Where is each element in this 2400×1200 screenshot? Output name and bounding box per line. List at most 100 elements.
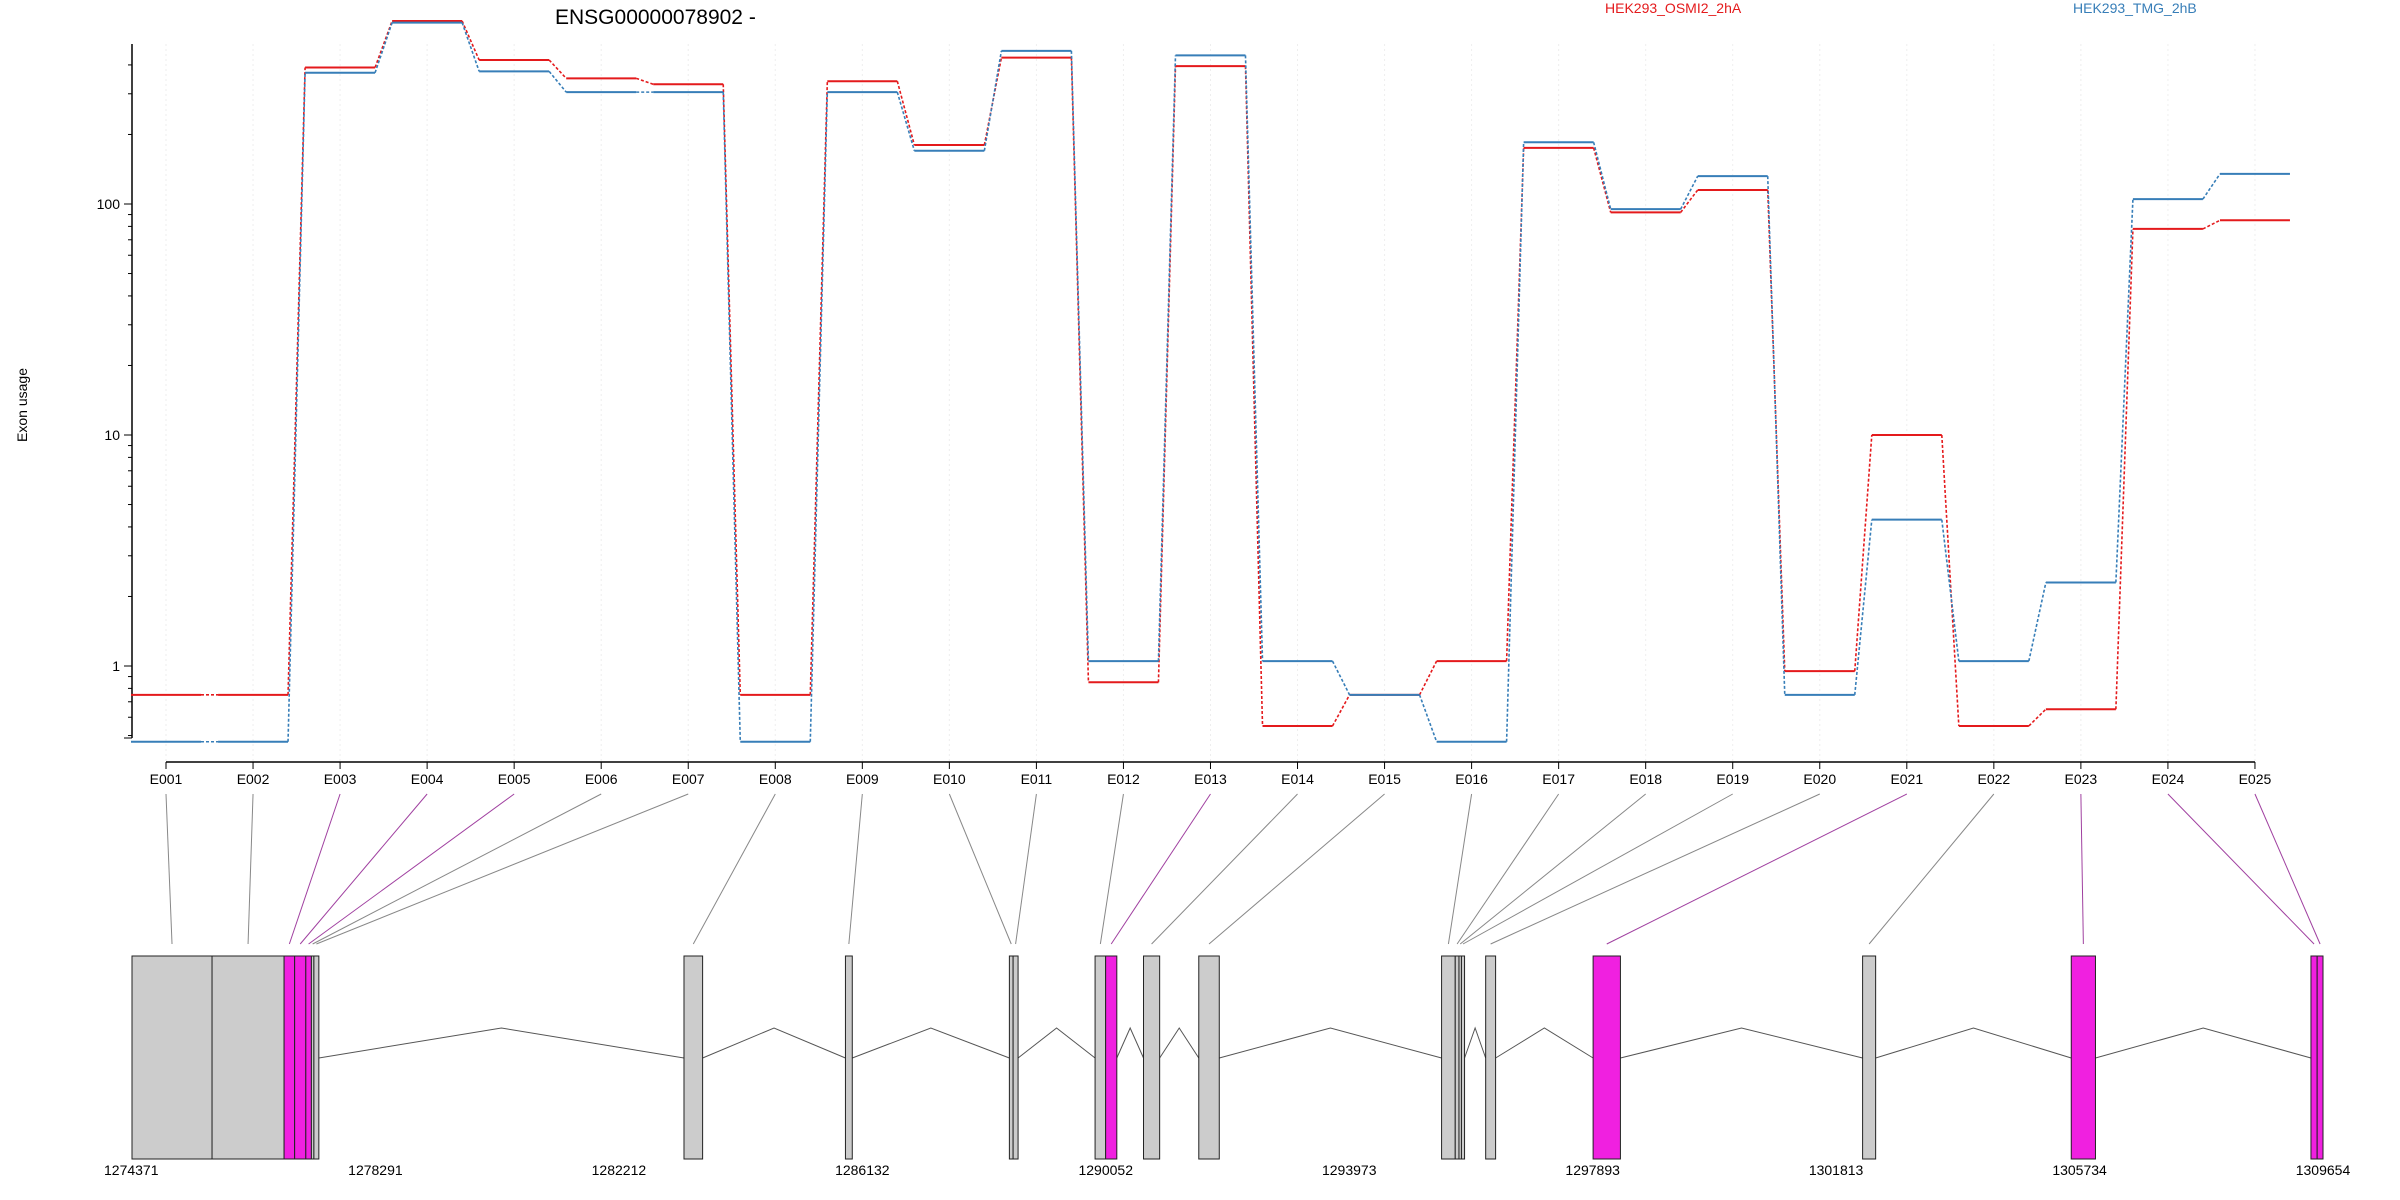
exon-box [1012, 955, 1019, 1160]
usage-connector [287, 72, 306, 742]
chart-title: ENSG00000078902 - [555, 6, 756, 29]
usage-connector [1331, 660, 1351, 696]
y-axis: 1 10 100 [97, 44, 133, 739]
exon-label: E001 [150, 771, 183, 787]
vertical-grid [165, 44, 2256, 762]
intron-line [1875, 1027, 2072, 1059]
legend-series-tmg: HEK293_TMG_2hB [2073, 0, 2197, 16]
genomic-position-label: 1309654 [2296, 1162, 2351, 1178]
genomic-position-label: 1282212 [592, 1162, 647, 1178]
exon-connector [1456, 793, 1560, 945]
series-tmg [131, 21, 2290, 743]
genomic-position-label: 1301813 [1809, 1162, 1864, 1178]
exon-box [1198, 955, 1220, 1160]
usage-connector [1766, 176, 1786, 695]
exon-box [683, 955, 704, 1160]
exon-connector [1462, 793, 1733, 945]
intron-line [1219, 1027, 1442, 1059]
genomic-position-label: 1286132 [835, 1162, 890, 1178]
exon-connector [1606, 793, 1908, 945]
exon-connector [692, 793, 776, 945]
genomic-position-label: 1293973 [1322, 1162, 1377, 1178]
y-tick-label: 1 [112, 658, 120, 674]
exon-box [305, 955, 312, 1160]
exon-label: E024 [2152, 771, 2185, 787]
exon-label: E003 [324, 771, 357, 787]
exon-box [211, 955, 285, 1160]
genomic-position-label: 1278291 [348, 1162, 403, 1178]
exon-box [1454, 955, 1460, 1160]
gene-model [131, 955, 2324, 1160]
exon-box [283, 955, 296, 1160]
exon-connector [1015, 793, 1037, 945]
exon-connector [1490, 793, 1820, 945]
exon-connector [1208, 793, 1385, 945]
exon-connector [2254, 793, 2321, 945]
exon-box [2310, 955, 2318, 1160]
usage-connector [983, 50, 1003, 151]
exon-box [1460, 955, 1466, 1160]
exon-label: E009 [846, 771, 879, 787]
usage-connector [2115, 199, 2134, 583]
usage-connector [548, 59, 567, 79]
usage-connector [548, 70, 567, 93]
exon-box [313, 955, 320, 1160]
exon-label: E019 [1716, 771, 1749, 787]
exon-label: E012 [1107, 771, 1140, 787]
intron-line [702, 1027, 846, 1059]
usage-connector [1592, 147, 1612, 213]
intron-line [318, 1027, 685, 1059]
series-layer [131, 19, 2290, 743]
usage-connector [896, 91, 916, 151]
intron-line [852, 1027, 1010, 1059]
exon-connector [1110, 793, 1211, 945]
exon-label: E018 [1629, 771, 1662, 787]
usage-connector [1331, 694, 1351, 727]
usage-connector [896, 81, 916, 146]
y-tick-label: 10 [104, 427, 120, 443]
usage-connector [722, 92, 742, 742]
usage-connector [2202, 173, 2221, 200]
intron-line [1464, 1026, 1487, 1059]
exon-connector [948, 793, 1012, 945]
exon-box [1143, 955, 1161, 1160]
usage-connector [1679, 175, 1699, 210]
usage-connector [2028, 582, 2047, 662]
exon-connector [1099, 793, 1124, 945]
exon-label: E023 [2065, 771, 2098, 787]
exon-box [1485, 955, 1497, 1160]
exon-label: E016 [1455, 771, 1488, 787]
exon-box [131, 955, 213, 1160]
usage-connector [635, 77, 654, 85]
usage-connector [1941, 434, 1960, 727]
exon-box [1008, 955, 1014, 1160]
usage-connector [1853, 519, 1873, 695]
exon-connector [299, 793, 428, 945]
exon-box [2070, 955, 2096, 1160]
exon-box [1441, 955, 1456, 1160]
intron-line [1017, 1027, 1096, 1059]
usage-connector [1853, 434, 1873, 672]
exon-box [844, 955, 853, 1160]
usage-connector [1157, 55, 1177, 662]
usage-connector [2202, 219, 2221, 230]
exon-connector [848, 793, 863, 945]
usage-connector [1244, 55, 1264, 662]
intron-line [2095, 1027, 2312, 1059]
genomic-position-label: 1274371 [104, 1162, 159, 1178]
usage-connector [1505, 142, 1525, 742]
exon-connector [2167, 793, 2315, 945]
exon-connector [247, 793, 254, 945]
intron-line [1159, 1027, 1200, 1059]
legend-series-osmi2: HEK293_OSMI2_2hA [1605, 0, 1742, 16]
exon-connector [1459, 793, 1646, 945]
usage-connector [1418, 660, 1438, 696]
y-axis-label: Exon usage [14, 368, 30, 442]
exon-connector [1868, 793, 1995, 945]
exon-box [1592, 955, 1621, 1160]
exon-box [2316, 955, 2324, 1160]
exon-box [1094, 955, 1107, 1160]
exon-box [294, 955, 307, 1160]
exon-connector [1447, 793, 1473, 945]
